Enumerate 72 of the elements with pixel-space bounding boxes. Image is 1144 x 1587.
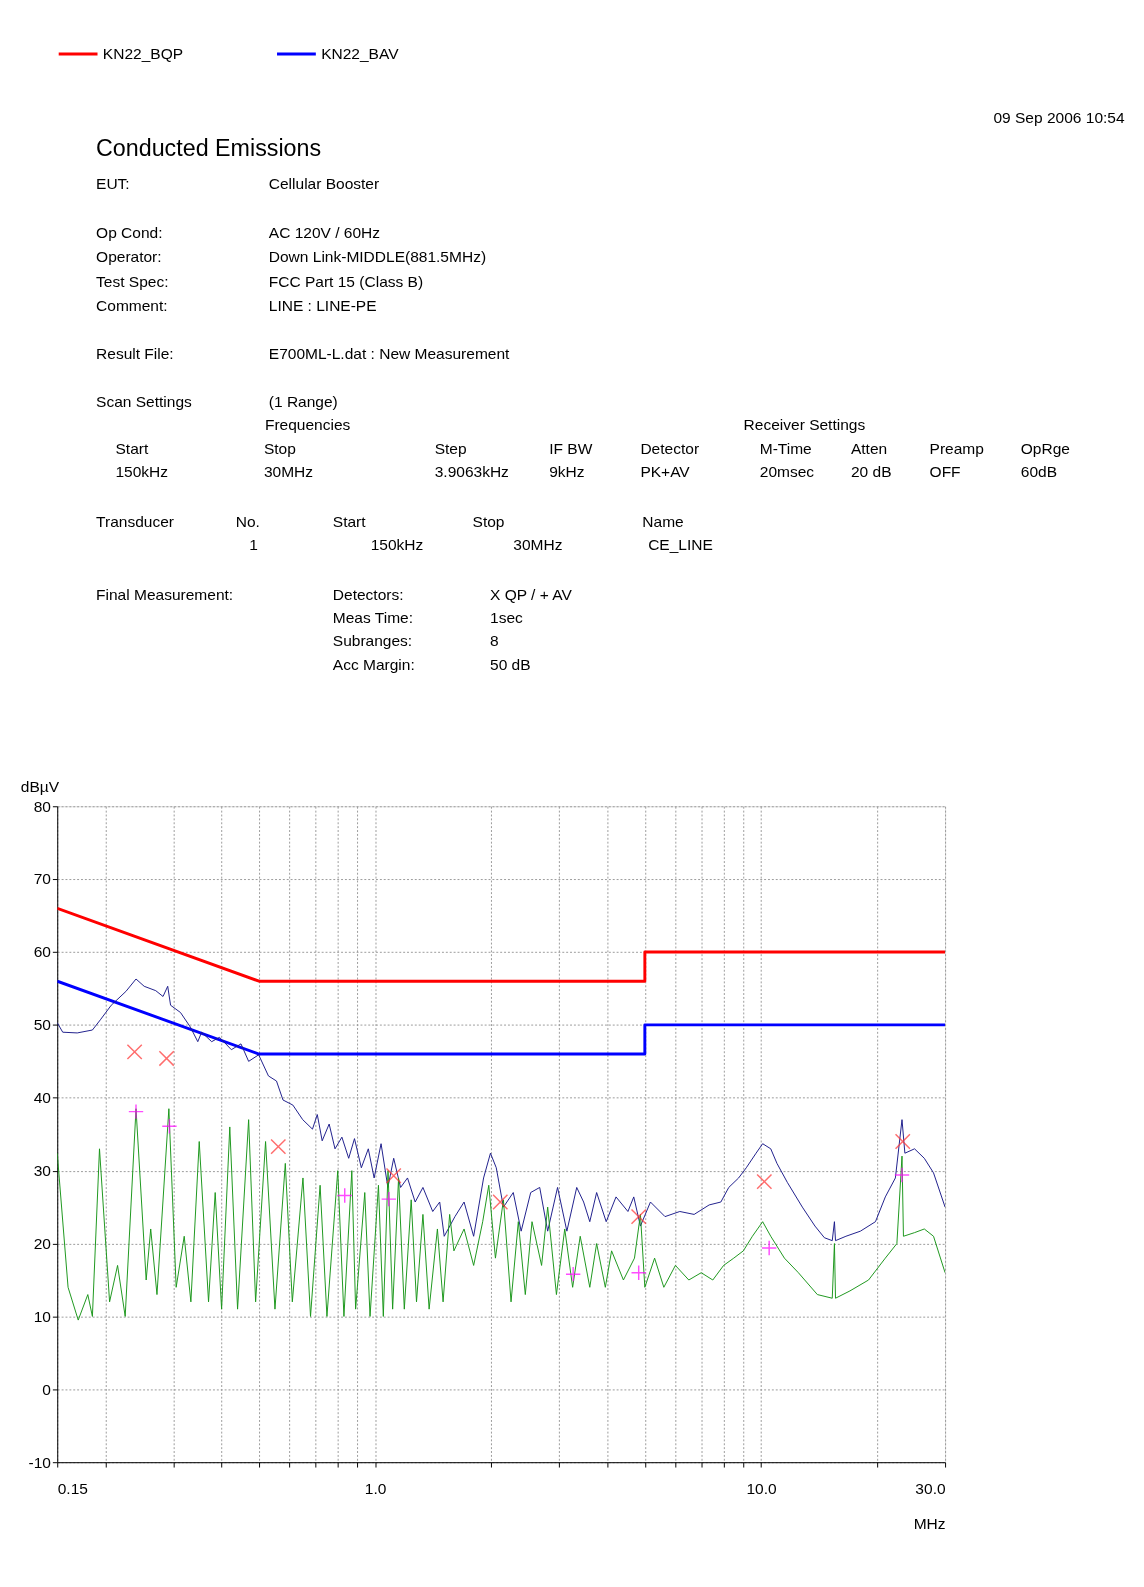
y-tick-label: 80 [33,797,52,815]
text: OFF [929,463,961,481]
text: Receiver Settings [743,415,866,433]
text: Transducer [96,512,174,530]
y-tick-label: 30 [33,1162,52,1180]
text: Final Measurement: [96,585,234,603]
text: Down Link-MIDDLE(881.5MHz) [268,247,487,265]
y-tick-label: 10 [33,1307,52,1325]
text: LINE : LINE-PE [268,297,377,315]
text: Start [115,440,149,458]
text: Comment: [96,297,168,315]
legend-label: KN22_BQP [102,44,184,62]
text: 150kHz [115,463,169,481]
text: X QP / + AV [490,585,573,603]
text: Op Cond: [96,223,163,241]
text: Scan Settings [96,392,193,410]
text: Atten [850,440,888,458]
text: Frequencies [264,415,351,433]
text: Conducted Emissions [96,135,322,162]
text: Start [332,512,367,530]
text: Name [642,512,684,530]
x-tick-label: 0.15 [57,1479,88,1497]
text: M-Time [759,440,812,458]
text: 60dB [1020,463,1058,481]
text: Stop [263,440,296,458]
x-tick-label: 10.0 [746,1479,777,1497]
text: Result File: [96,344,174,362]
text: 9kHz [549,463,585,481]
text: 20msec [759,463,815,481]
text: 30MHz [263,463,314,481]
text: EUT: [96,175,130,193]
text: Meas Time: [332,608,414,626]
text: AC 120V / 60Hz [268,223,381,241]
text: CE_LINE [648,536,713,554]
text: Cellular Booster [268,175,380,193]
text: PK+AV [640,463,691,481]
x-tick-label: 30.0 [915,1479,946,1497]
text: Stop [472,512,505,530]
legend-label: KN22_BAV [321,44,400,62]
text: IF BW [549,440,593,458]
y-axis-title: dBµV [20,778,60,796]
text: Subranges: [332,632,413,650]
y-tick-label: 0 [42,1380,52,1398]
text: Test Spec: [96,273,169,291]
text: No. [235,512,260,530]
text: Step [434,440,467,458]
text: 20 dB [850,463,892,481]
text: 1 [249,536,259,554]
y-tick-label: 50 [33,1016,52,1034]
text: (1 Range) [268,392,338,410]
text: Acc Margin: [332,656,415,674]
x-tick-label: 1.0 [364,1479,387,1497]
y-tick-label: 40 [33,1089,52,1107]
text: Operator: [96,247,162,265]
y-tick-label: 70 [33,870,52,888]
text: 1sec [490,608,524,626]
y-tick-label: -10 [28,1453,52,1471]
text: 50 dB [490,656,531,674]
text: E700ML-L.dat : New Measurement [268,344,511,362]
text: Detector [640,440,700,458]
y-tick-label: 60 [33,943,52,961]
text: OpRge [1020,440,1070,458]
text: Detectors: [332,585,404,603]
text: 8 [490,632,499,650]
x-axis-title: MHz [913,1514,946,1532]
y-tick-label: 20 [33,1234,52,1252]
text: FCC Part 15 (Class B) [268,273,424,291]
text: 150kHz [370,536,424,554]
text: Preamp [929,440,984,458]
text: 3.9063kHz [434,463,509,481]
text: 30MHz [513,536,563,554]
text: 09 Sep 2006 10:54 [993,109,1125,127]
